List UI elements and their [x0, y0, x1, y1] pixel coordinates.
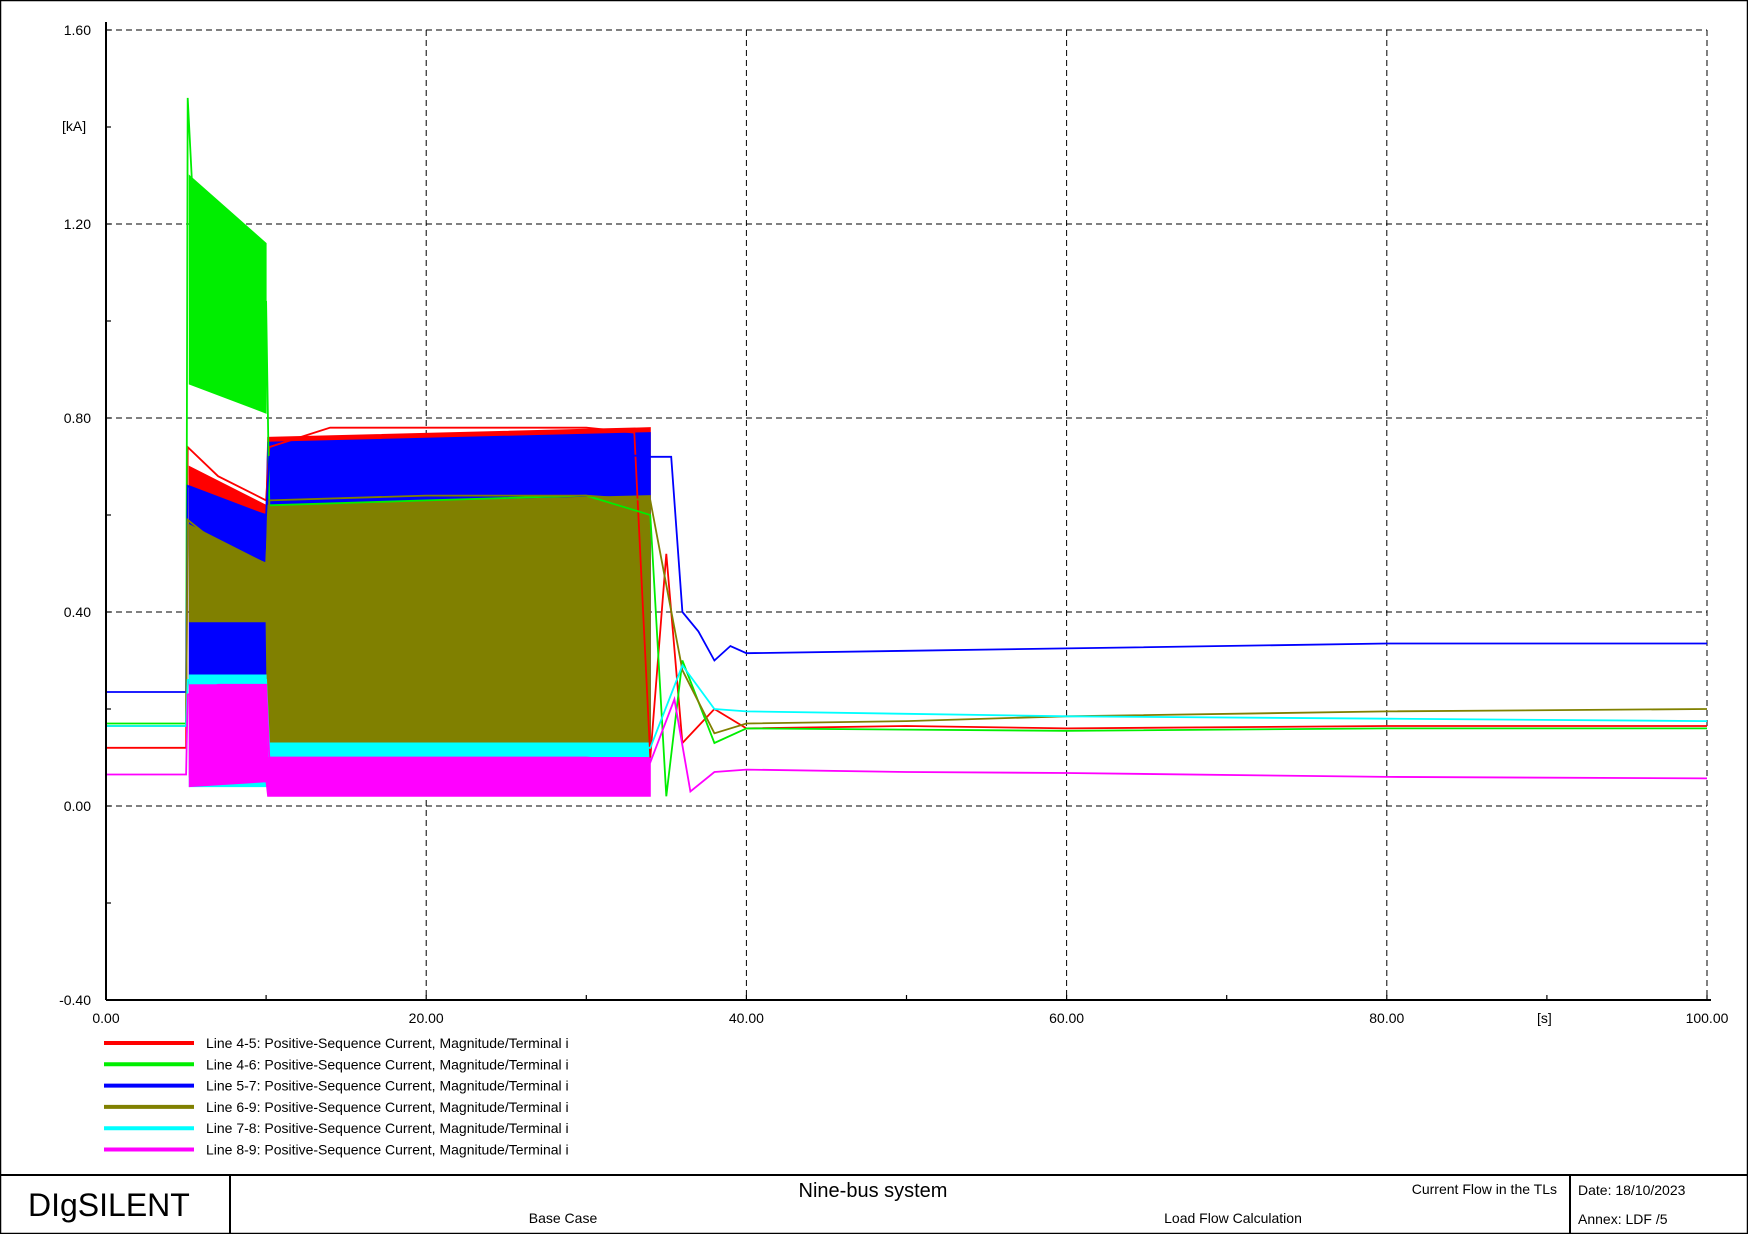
x-tick-label: 80.00	[1369, 1010, 1404, 1026]
series-band-1	[188, 174, 267, 414]
y-tick-label: 1.20	[64, 216, 91, 232]
legend-label: Line 4-6: Positive-Sequence Current, Mag…	[206, 1056, 569, 1072]
legend-label: Line 5-7: Positive-Sequence Current, Mag…	[206, 1078, 569, 1094]
series-line-4	[106, 663, 1708, 749]
title-block: DIgSILENT Nine-bus system Current Flow i…	[0, 1174, 1748, 1234]
legend-entry-1: Line 4-6: Positive-Sequence Current, Mag…	[104, 1056, 569, 1072]
footer-date: Date: 18/10/2023	[1578, 1182, 1686, 1198]
legend-entry-0: Line 4-5: Positive-Sequence Current, Mag…	[104, 1035, 569, 1051]
y-tick-label: 0.80	[64, 410, 91, 426]
legend-entry-3: Line 6-9: Positive-Sequence Current, Mag…	[104, 1099, 569, 1115]
legend-entry-4: Line 7-8: Positive-Sequence Current, Mag…	[104, 1120, 569, 1136]
legend-entry-5: Line 8-9: Positive-Sequence Current, Mag…	[104, 1142, 569, 1158]
plot-area: 0.00 20.00 40.00 60.00 80.00 100.00 -0.400.00…	[59, 22, 1729, 1026]
x-tick-label: 100.00	[1686, 1010, 1729, 1026]
series-line-2	[106, 446, 1707, 693]
x-axis-unit-label: [s]	[1537, 1010, 1552, 1026]
y-tick-label: 1.60	[64, 22, 91, 38]
x-tick-label: 20.00	[409, 1010, 444, 1026]
oscillation-bands	[188, 174, 651, 797]
axes	[105, 22, 1711, 1001]
footer-case: Base Case	[529, 1210, 598, 1226]
y-tick-labels: -0.40 0.00 0.40 0.80 1.20 1.60	[59, 22, 91, 1008]
legend-label: Line 7-8: Positive-Sequence Current, Mag…	[206, 1120, 569, 1136]
footer-plot-title: Current Flow in the TLs	[1412, 1181, 1557, 1197]
y-tick-label: 0.40	[64, 604, 91, 620]
y-axis-unit-label: [kA]	[62, 118, 86, 134]
footer-title: Nine-bus system	[799, 1180, 948, 1202]
x-tick-label: 0.00	[92, 1010, 119, 1026]
footer-calculation: Load Flow Calculation	[1164, 1210, 1302, 1226]
series-line-3	[106, 494, 1708, 735]
footer-logo: DIgSILENT	[28, 1187, 190, 1223]
series-line-5	[106, 683, 1708, 794]
y-tick-label: 0.00	[64, 798, 91, 814]
series-lines	[106, 97, 1708, 797]
x-tick-labels: 0.00 20.00 40.00 60.00 80.00 100.00	[92, 1010, 1728, 1026]
series-line-0	[106, 426, 1707, 758]
legend-label: Line 4-5: Positive-Sequence Current, Mag…	[206, 1035, 569, 1051]
legend-label: Line 6-9: Positive-Sequence Current, Mag…	[206, 1099, 569, 1115]
x-tick-label: 60.00	[1049, 1010, 1084, 1026]
y-tick-label: -0.40	[59, 992, 91, 1008]
legend: Line 4-5: Positive-Sequence Current, Mag…	[104, 1035, 569, 1158]
legend-label: Line 8-9: Positive-Sequence Current, Mag…	[206, 1142, 569, 1158]
x-tick-label: 40.00	[729, 1010, 764, 1026]
legend-entry-2: Line 5-7: Positive-Sequence Current, Mag…	[104, 1078, 569, 1094]
footer-annex: Annex: LDF /5	[1578, 1211, 1668, 1227]
